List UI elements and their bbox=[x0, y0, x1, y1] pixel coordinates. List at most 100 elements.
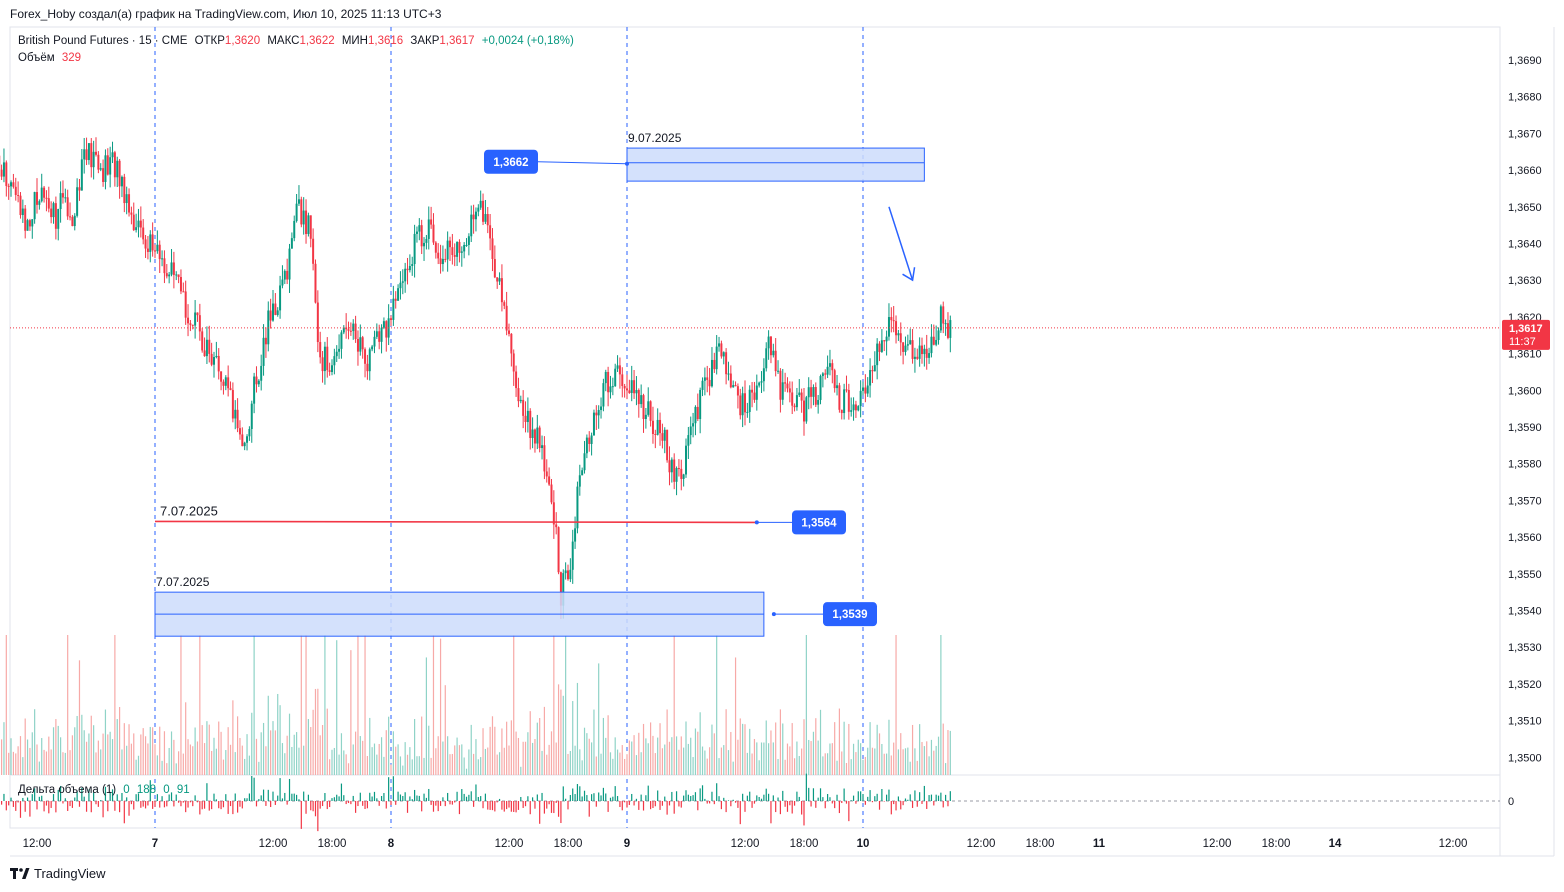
candle-body bbox=[163, 258, 166, 274]
delta-bar bbox=[93, 792, 95, 801]
volume-bar bbox=[36, 744, 38, 775]
delta-bar bbox=[163, 801, 166, 808]
delta-bar bbox=[97, 801, 99, 807]
delta-bar bbox=[546, 801, 548, 809]
volume-bar bbox=[562, 695, 564, 775]
volume-bar bbox=[843, 721, 845, 775]
delta-bar bbox=[166, 801, 168, 807]
delta-bar bbox=[758, 796, 760, 801]
tradingview-logo[interactable]: TradingView bbox=[10, 866, 106, 881]
delta-bar bbox=[333, 797, 335, 801]
candle-body bbox=[482, 200, 485, 222]
candle-body bbox=[873, 365, 876, 372]
volume-bar bbox=[425, 657, 427, 775]
volume-value: 329 bbox=[61, 52, 82, 64]
volume-bar bbox=[631, 741, 633, 775]
delta-bar bbox=[357, 801, 359, 807]
volume-bar bbox=[635, 755, 638, 775]
delta-bar bbox=[841, 801, 843, 804]
zone-badge-upper-text: 1,3662 bbox=[493, 157, 528, 169]
candle-body bbox=[755, 385, 758, 400]
candle-body bbox=[272, 303, 274, 321]
delta-bar bbox=[893, 801, 895, 805]
volume-bar bbox=[449, 754, 451, 775]
volume-bar bbox=[501, 728, 503, 775]
y-tick-label: 1,3530 bbox=[1508, 642, 1542, 654]
candle-body bbox=[602, 383, 605, 407]
delta-bar bbox=[444, 801, 446, 807]
volume-bar bbox=[423, 757, 425, 775]
delta-bar bbox=[668, 801, 671, 806]
candle-body bbox=[215, 355, 218, 358]
volume-bar bbox=[192, 746, 194, 775]
x-tick-label: 12:00 bbox=[967, 838, 996, 850]
candle-body bbox=[725, 352, 728, 375]
candle-body bbox=[895, 321, 898, 336]
volume-bar bbox=[595, 756, 597, 775]
candle-body bbox=[623, 386, 626, 389]
candle-body bbox=[899, 333, 902, 343]
volume-bar bbox=[60, 737, 62, 775]
delta-legend[interactable]: Дельта объема (1) 0 188 0 91 bbox=[18, 784, 194, 796]
volume-bar bbox=[591, 742, 593, 775]
candle-body bbox=[253, 376, 256, 404]
delta-bar bbox=[548, 801, 550, 805]
candle-body bbox=[550, 484, 553, 503]
delta-label: Дельта объема (1) bbox=[18, 784, 117, 796]
volume-bar bbox=[506, 721, 508, 775]
volume-bar bbox=[241, 745, 243, 775]
candle-body bbox=[314, 263, 317, 303]
delta-bar bbox=[775, 801, 777, 813]
candle-body bbox=[675, 468, 678, 482]
volume-bar bbox=[24, 718, 26, 775]
delta-bar bbox=[154, 801, 156, 807]
candle-body bbox=[404, 268, 407, 282]
volume-bar bbox=[144, 736, 147, 775]
candle-body bbox=[111, 152, 114, 158]
candle-body bbox=[668, 460, 671, 473]
volume-bar bbox=[104, 709, 107, 775]
x-tick-label: 12:00 bbox=[259, 838, 288, 850]
delta-bar bbox=[48, 801, 50, 814]
candle-body bbox=[50, 208, 53, 218]
delta-bar bbox=[126, 797, 128, 801]
volume-bar bbox=[605, 737, 607, 775]
delta-bar bbox=[595, 801, 597, 807]
delta-bar bbox=[95, 801, 97, 805]
candle-body bbox=[382, 321, 385, 328]
delta-bar bbox=[406, 801, 409, 813]
candle-body bbox=[491, 238, 494, 259]
symbol-legend[interactable]: British Pound Futures · 15 · CME ОТКР1,3… bbox=[18, 35, 578, 47]
delta-bar bbox=[123, 801, 125, 824]
delta-bar bbox=[107, 801, 109, 812]
volume-bar bbox=[19, 736, 22, 775]
zone-date-label: 9.07.2025 bbox=[628, 131, 682, 145]
delta-bar bbox=[220, 801, 222, 810]
candle-body bbox=[236, 409, 239, 429]
candle-body bbox=[562, 573, 565, 606]
delta-bar bbox=[477, 796, 479, 801]
volume-bar bbox=[333, 747, 335, 775]
volume-label: Объём bbox=[18, 52, 55, 64]
candle-body bbox=[498, 278, 501, 282]
candle-body bbox=[588, 437, 591, 444]
delta-bar bbox=[147, 801, 149, 806]
delta-bar bbox=[768, 793, 770, 801]
volume-bar bbox=[473, 753, 475, 775]
volume-bar bbox=[279, 705, 281, 775]
volume-legend[interactable]: Объём 329 bbox=[18, 52, 85, 64]
legend-high-value: 1,3622 bbox=[299, 35, 335, 47]
candle-body bbox=[699, 389, 702, 419]
volume-bar bbox=[135, 759, 137, 775]
volume-bar bbox=[152, 727, 154, 775]
delta-bar bbox=[555, 801, 557, 803]
candle-body bbox=[97, 154, 100, 170]
delta-bar bbox=[175, 794, 177, 801]
candle-body bbox=[279, 285, 282, 311]
volume-bar bbox=[312, 709, 314, 775]
candle-body bbox=[545, 471, 548, 477]
candle-body bbox=[859, 390, 862, 407]
volume-bar bbox=[836, 760, 838, 775]
delta-bar bbox=[88, 789, 90, 801]
